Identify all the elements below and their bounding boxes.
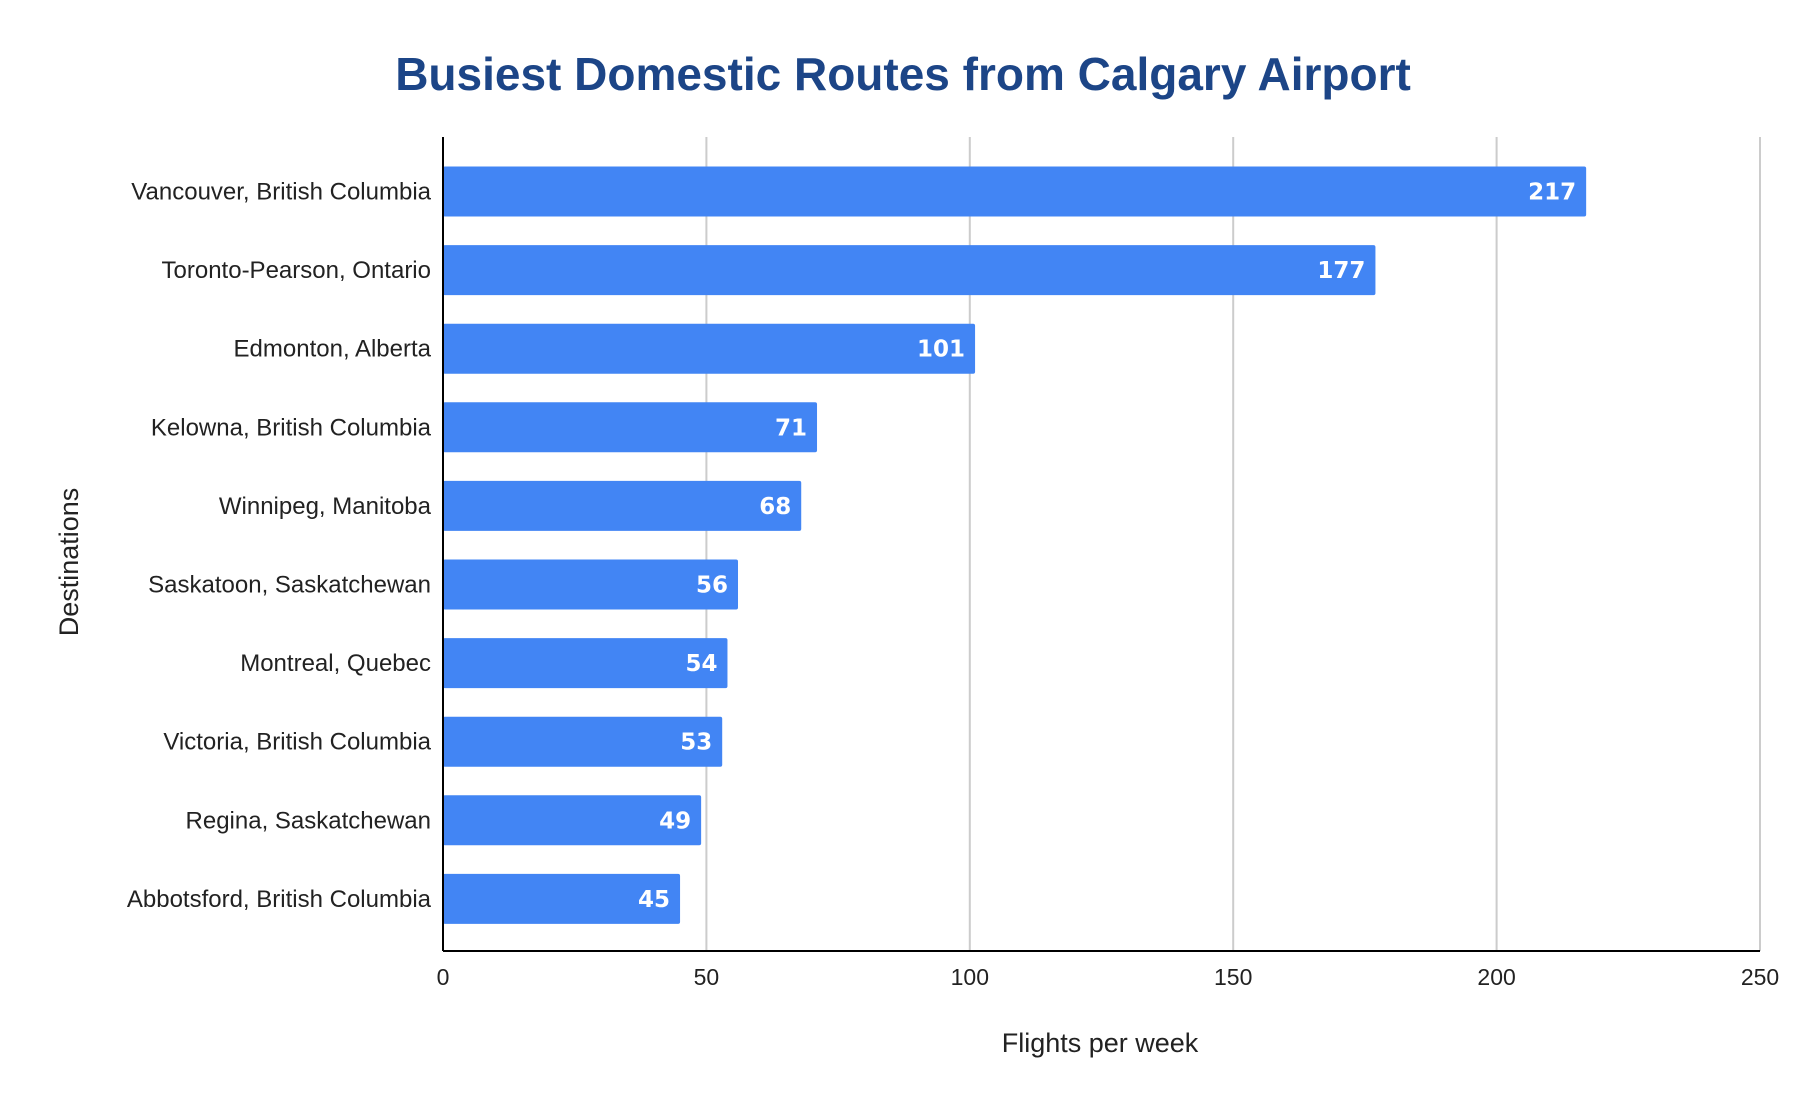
category-label: Abbotsford, British Columbia: [127, 886, 432, 913]
chart-title: Busiest Domestic Routes from Calgary Air…: [395, 48, 1411, 100]
bar: [443, 559, 739, 610]
category-label: Kelowna, British Columbia: [151, 414, 432, 441]
bar: [443, 795, 702, 846]
category-label: Vancouver, British Columbia: [131, 179, 431, 206]
x-axis-title: Flights per week: [1002, 1028, 1199, 1058]
bar: [443, 480, 802, 531]
data-label: 217: [1528, 180, 1576, 206]
x-tick-label: 50: [694, 964, 720, 990]
category-label: Toronto-Pearson, Ontario: [162, 257, 431, 284]
data-label: 54: [685, 651, 717, 677]
data-label: 101: [917, 337, 965, 363]
x-tick-label: 0: [437, 964, 450, 990]
bar: [443, 323, 976, 374]
category-label: Edmonton, Alberta: [234, 336, 432, 363]
bar: [443, 402, 818, 453]
bar: [443, 245, 1376, 296]
data-label: 56: [696, 573, 728, 599]
labels: 0 50 100 150 200 250 Vancouver, British Columb…: [127, 179, 1779, 991]
category-label: Montreal, Quebec: [240, 650, 431, 677]
bar: [443, 873, 681, 924]
data-label: 45: [638, 887, 670, 913]
data-label: 177: [1317, 258, 1365, 284]
y-axis-title: Destinations: [54, 488, 84, 637]
bar: [443, 716, 723, 767]
category-label: Regina, Saskatchewan: [186, 807, 431, 834]
category-label: Winnipeg, Manitoba: [219, 493, 432, 520]
data-label: 53: [680, 730, 712, 756]
bars: [443, 166, 1587, 924]
x-tick-label: 250: [1741, 964, 1779, 990]
x-tick-label: 200: [1477, 964, 1515, 990]
category-label: Victoria, British Columbia: [163, 729, 431, 756]
data-label: 71: [775, 415, 807, 441]
data-label: 68: [759, 494, 791, 520]
category-label: Saskatoon, Saskatchewan: [148, 572, 431, 599]
x-tick-label: 100: [951, 964, 989, 990]
bar: [443, 166, 1587, 217]
bar: [443, 638, 728, 689]
x-tick-label: 150: [1214, 964, 1252, 990]
axes: [442, 137, 1760, 952]
data-label: 49: [659, 808, 691, 834]
